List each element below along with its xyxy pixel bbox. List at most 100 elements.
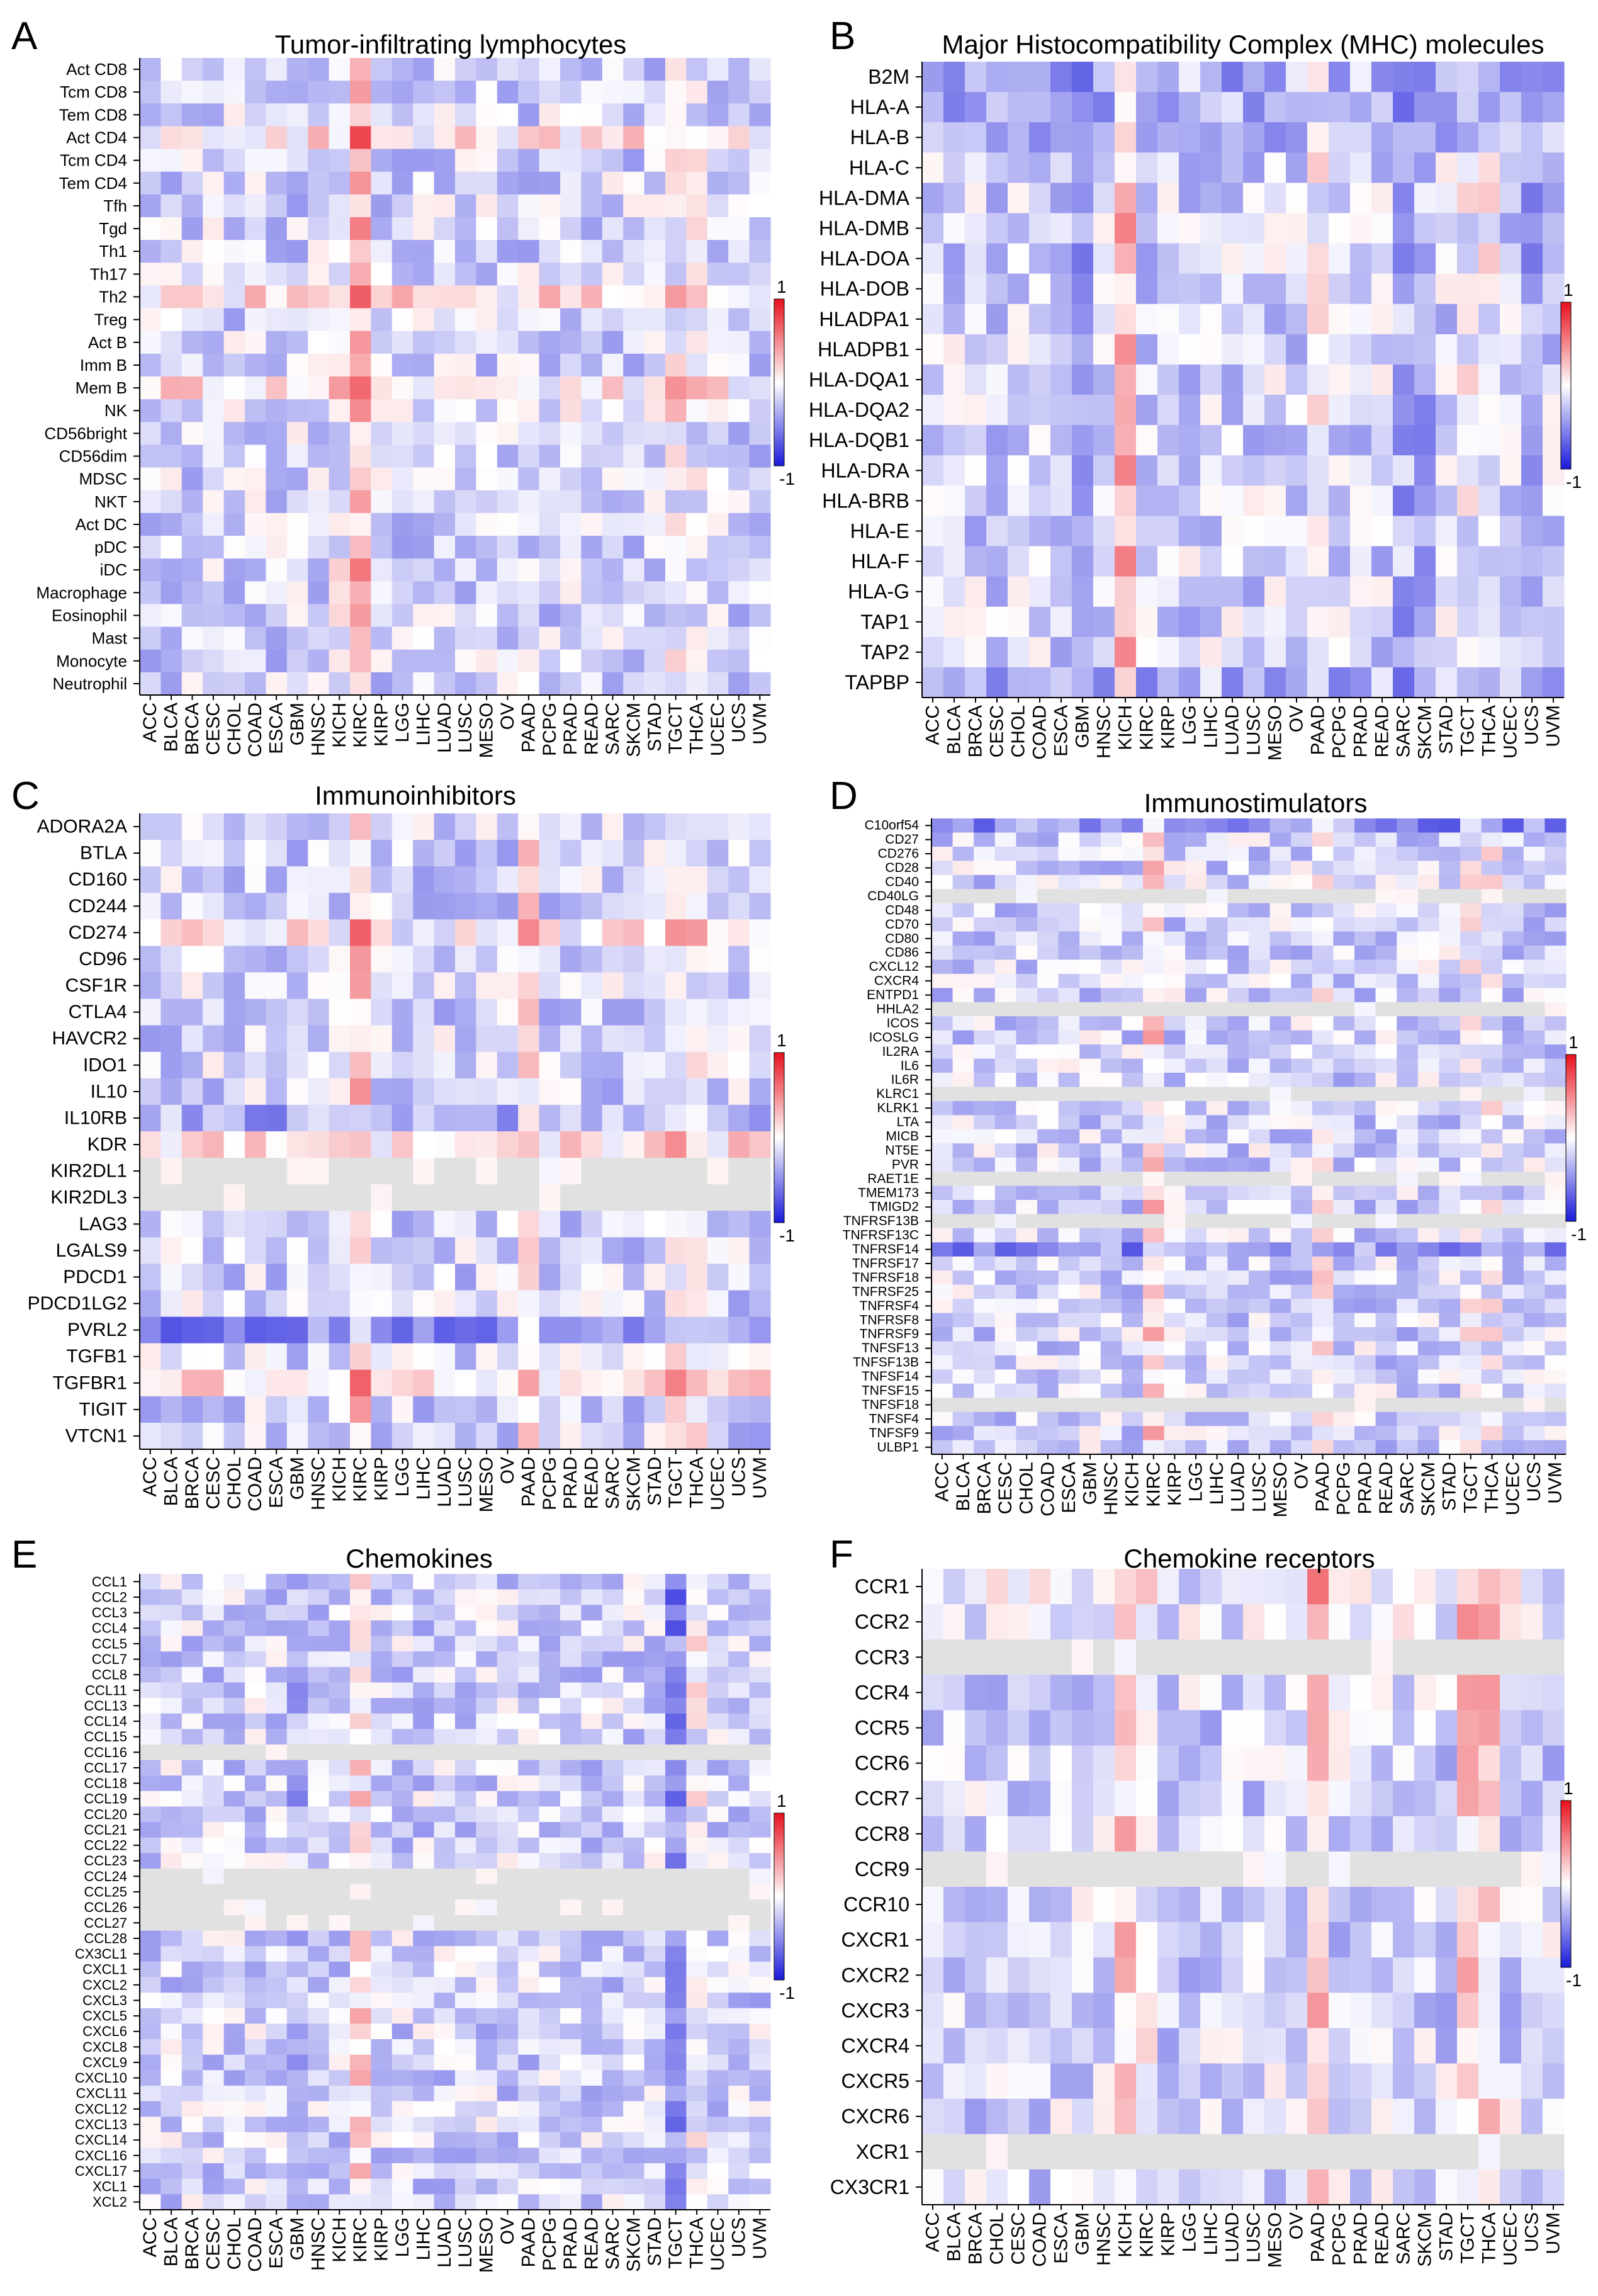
heatmap-cell xyxy=(140,1744,161,1761)
heatmap-cell xyxy=(434,58,456,81)
heatmap-cell xyxy=(434,422,456,446)
heatmap-cell xyxy=(1143,1185,1165,1201)
heatmap-cell xyxy=(749,1806,771,1823)
panel-a-cells xyxy=(140,58,771,696)
column-label: STAD xyxy=(1439,1462,1460,1511)
heatmap-cell xyxy=(539,2023,561,2040)
heatmap-cell xyxy=(931,1100,954,1116)
heatmap-cell xyxy=(1307,606,1329,638)
heatmap-cell xyxy=(1143,1411,1165,1427)
heatmap-cell xyxy=(476,2023,498,2040)
heatmap-cell xyxy=(1157,667,1179,698)
heatmap-cell xyxy=(1122,973,1144,988)
heatmap-cell xyxy=(455,1775,476,1792)
heatmap-cell xyxy=(644,1184,666,1211)
heatmap-cell xyxy=(1460,1143,1482,1158)
heatmap-cell xyxy=(1269,1355,1291,1370)
heatmap-cell xyxy=(644,946,666,973)
heatmap-cell xyxy=(644,1369,666,1397)
heatmap-cell xyxy=(602,1422,624,1450)
heatmap-cell xyxy=(1072,303,1094,335)
heatmap-cell xyxy=(560,558,582,582)
heatmap-cell xyxy=(644,1131,666,1158)
heatmap-cell xyxy=(644,1636,666,1652)
heatmap-cell xyxy=(1393,576,1415,608)
heatmap-cell xyxy=(986,334,1008,365)
heatmap-cell xyxy=(1227,1129,1249,1144)
heatmap-cell xyxy=(623,1930,645,1947)
heatmap-cell xyxy=(391,972,414,1000)
heatmap-cell xyxy=(286,581,308,605)
heatmap-cell xyxy=(497,1237,519,1265)
heatmap-cell xyxy=(943,364,965,395)
column-label: UCEC xyxy=(1500,705,1521,759)
heatmap-cell xyxy=(1143,1327,1165,1342)
heatmap-cell xyxy=(1143,1200,1165,1215)
heatmap-cell xyxy=(497,1104,519,1132)
heatmap-cell xyxy=(518,263,540,286)
heatmap-cell xyxy=(140,1914,161,1931)
heatmap-cell xyxy=(1439,1355,1461,1370)
row-label: CD56dim xyxy=(59,447,127,466)
heatmap-cell xyxy=(140,1025,161,1053)
heatmap-cell xyxy=(1058,1411,1080,1427)
heatmap-cell xyxy=(581,1993,603,2009)
heatmap-cell xyxy=(391,240,414,263)
heatmap-cell xyxy=(223,1914,245,1931)
panel-letter: A xyxy=(11,14,38,58)
heatmap-cell xyxy=(602,1698,624,1714)
heatmap-cell xyxy=(329,1264,351,1291)
heatmap-cell xyxy=(223,1977,245,1993)
heatmap-cell xyxy=(560,240,582,263)
column-label: ACC xyxy=(140,703,160,742)
heatmap-cell xyxy=(1264,516,1286,547)
heatmap-cell xyxy=(1350,485,1372,517)
heatmap-cell xyxy=(1478,334,1500,365)
heatmap-cell xyxy=(181,1837,203,1854)
heatmap-cell xyxy=(602,626,624,650)
heatmap-cell xyxy=(749,581,771,605)
heatmap-cell xyxy=(602,1369,624,1397)
heatmap-cell xyxy=(371,1790,393,1807)
heatmap-cell xyxy=(665,1914,687,1931)
heatmap-cell xyxy=(1521,62,1543,93)
heatmap-cell xyxy=(686,1290,708,1318)
heatmap-cell xyxy=(1397,1044,1419,1060)
heatmap-cell xyxy=(1269,1172,1291,1187)
heatmap-cell xyxy=(497,604,519,628)
row-label: CD244 xyxy=(69,896,127,917)
heatmap-cell xyxy=(223,1396,245,1423)
heatmap-cell xyxy=(350,1636,371,1652)
heatmap-cell xyxy=(1457,303,1479,335)
heatmap-cell xyxy=(497,1790,519,1807)
heatmap-cell xyxy=(434,866,456,893)
heatmap-cell xyxy=(160,171,183,195)
heatmap-cell xyxy=(1397,1270,1419,1286)
heatmap-cell xyxy=(434,171,456,195)
heatmap-cell xyxy=(1227,1426,1249,1441)
heatmap-cell xyxy=(1264,152,1286,183)
heatmap-cell xyxy=(1136,303,1158,335)
heatmap-cell xyxy=(371,2008,393,2024)
heatmap-cell xyxy=(391,353,414,377)
heatmap-cell xyxy=(329,1977,351,1993)
heatmap-cell xyxy=(943,303,965,335)
heatmap-cell xyxy=(160,512,183,536)
heatmap-cell xyxy=(518,536,540,559)
heatmap-cell xyxy=(1079,973,1101,988)
heatmap-cell xyxy=(1350,395,1372,426)
heatmap-cell xyxy=(749,866,771,893)
heatmap-cell xyxy=(1115,636,1137,668)
heatmap-cell xyxy=(245,58,266,81)
colorbar-gradient xyxy=(774,298,785,467)
heatmap-cell xyxy=(1100,1284,1122,1299)
heatmap-cell xyxy=(539,171,561,195)
heatmap-cell xyxy=(350,604,371,628)
heatmap-cell xyxy=(371,58,393,81)
heatmap-cell xyxy=(266,1131,288,1158)
heatmap-cell xyxy=(560,285,582,309)
heatmap-cell xyxy=(266,81,288,104)
heatmap-cell xyxy=(581,840,603,867)
heatmap-cell xyxy=(140,1853,161,1869)
heatmap-cell xyxy=(266,1930,288,1947)
